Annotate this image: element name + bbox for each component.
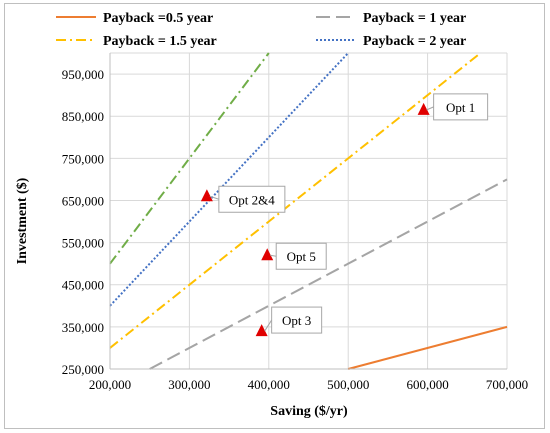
callout-box [275, 242, 327, 270]
y-tick-label: 750,000 [62, 151, 104, 166]
series-lines [109, 52, 508, 370]
series-line-payback-1-5 [109, 52, 482, 349]
y-tick-label: 950,000 [62, 67, 104, 82]
series-line-payback-2 [109, 52, 349, 307]
x-axis-label: Saving ($/yr) [270, 404, 348, 419]
point-label: Opt 2&4 [229, 192, 275, 207]
callout-leader [264, 319, 273, 332]
x-tick-label: 200,000 [89, 377, 131, 392]
point-marker [261, 248, 274, 261]
y-tick-label: 250,000 [62, 362, 104, 377]
point-marker [200, 189, 213, 202]
callout-leader [270, 254, 277, 257]
x-tick-label: 600,000 [406, 377, 448, 392]
y-tick-label: 850,000 [62, 109, 104, 124]
legend-label: Payback = 1.5 year [103, 34, 217, 49]
point-label: Opt 1 [446, 100, 475, 115]
point-marker [255, 324, 268, 337]
legend-label: Payback = 2 year [363, 34, 466, 49]
data-points: Opt 1 Opt 2&4 Opt 5 Opt 3 [200, 93, 489, 337]
x-tick-label: 400,000 [248, 377, 290, 392]
callout-box [218, 185, 286, 213]
x-tick-label: 700,000 [486, 377, 528, 392]
y-tick-label: 450,000 [62, 278, 104, 293]
callout-leader [426, 106, 434, 111]
point-marker [417, 102, 430, 115]
y-tick-label: 650,000 [62, 193, 104, 208]
series-line-payback-2-5 [109, 52, 270, 265]
x-tick-label: 300,000 [168, 377, 210, 392]
y-tick-label: 550,000 [62, 236, 104, 251]
y-axis-label: Investment ($) [15, 177, 30, 264]
callout-leader [209, 195, 220, 200]
x-tick-label: 500,000 [327, 377, 369, 392]
point-label: Opt 5 [287, 249, 316, 264]
legend: Payback =0.5 year Payback = 1 year Payback… [56, 11, 466, 49]
y-tick-label: 350,000 [62, 320, 104, 335]
point-label: Opt 3 [282, 313, 311, 328]
legend-label: Payback =0.5 year [103, 11, 213, 26]
legend-label: Payback = 1 year [363, 11, 466, 26]
callout-box [433, 93, 489, 121]
axes: 200,000 300,000 400,000 500,000 600,000 700,0… [62, 53, 528, 392]
callout-box [271, 306, 323, 334]
series-line-payback-0-5 [347, 325, 508, 370]
series-line-payback-1 [149, 178, 508, 370]
